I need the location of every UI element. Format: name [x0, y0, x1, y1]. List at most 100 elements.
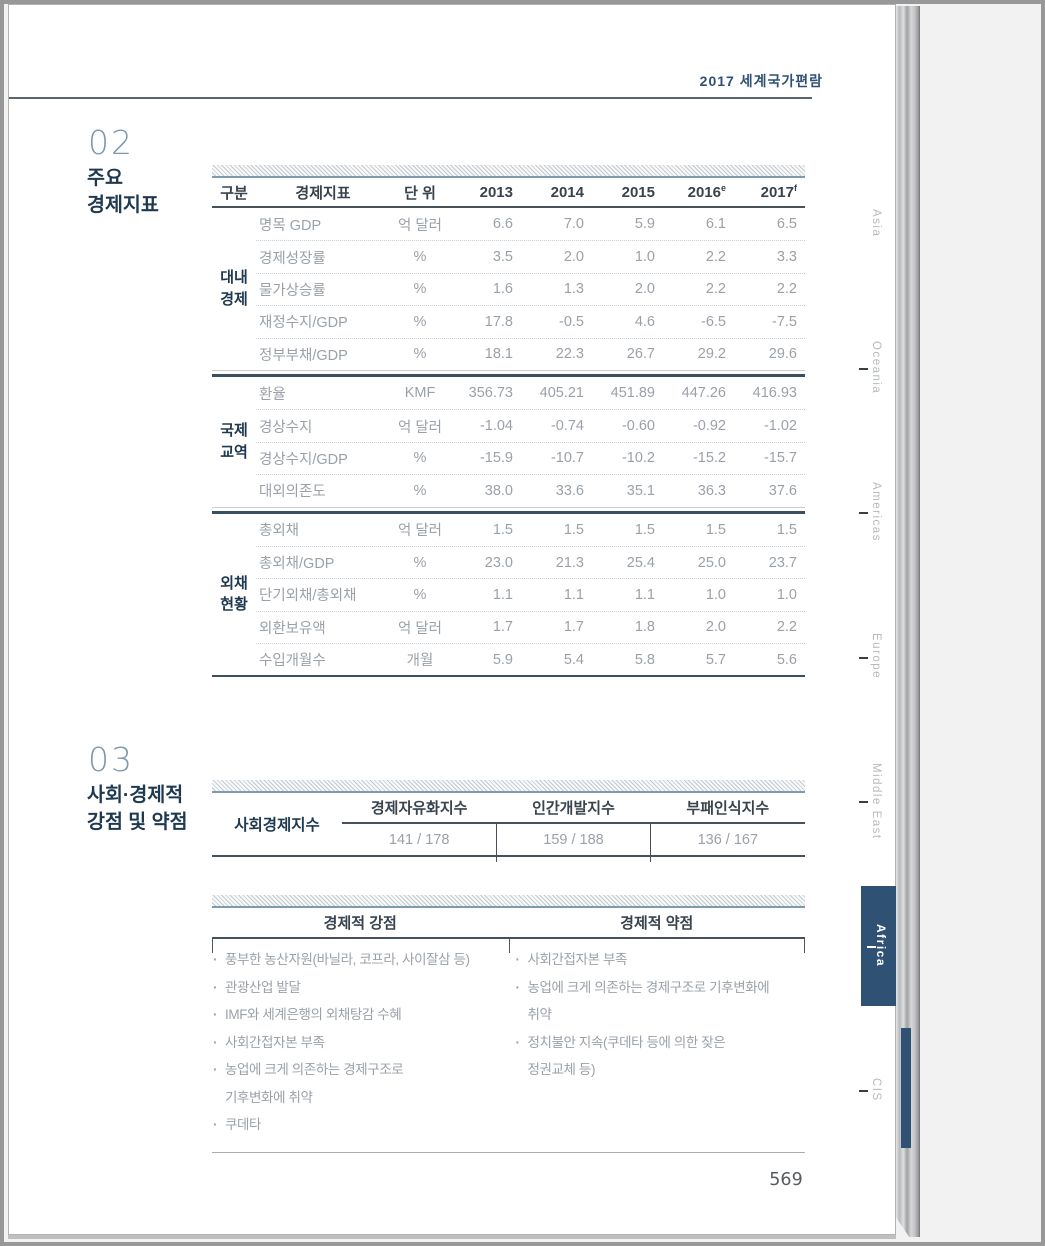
- year-column-header: 2017f: [760, 183, 797, 201]
- value-cell: -6.5: [701, 313, 726, 330]
- region-tab-label: Europe: [870, 633, 882, 680]
- value-cell: 1.3: [563, 281, 584, 298]
- indicator-group: 외채 현황 총외채 억 달러 1.5 1.5 1.5 1.5 1.5 총외채/GDP% 23.0 2…: [212, 514, 805, 676]
- value-cell: 17.8: [484, 313, 513, 330]
- econ-table-body: 대내 경제 명목 GDP 억 달러 6.6 7.0 5.9 6.1 6.5 경제성장률% 3.5 2…: [212, 208, 805, 675]
- value-cell: 451.89: [610, 385, 655, 402]
- value-cell: 447.26: [681, 385, 726, 402]
- indicator-cell: 대외의존도: [259, 484, 326, 501]
- column-divider: [650, 824, 651, 862]
- weaknesses-header: 경제적 약점: [620, 915, 694, 932]
- value-cell: 1.7: [492, 619, 513, 636]
- section-03-title: 사회·경제적 강점 및 약점: [87, 784, 188, 834]
- header-rule: [9, 97, 812, 99]
- value-cell: 33.6: [555, 482, 584, 499]
- indicator-group: 국제 교역 환율 KMF 356.73 405.21 451.89 447.26 416.93…: [212, 377, 805, 507]
- column-header: 구분: [220, 184, 248, 202]
- indicator-cell: 재정수지/GDP: [259, 315, 348, 332]
- table-bottom-rule: [212, 675, 805, 678]
- value-cell: 6.1: [705, 216, 726, 233]
- table-row: 경상수지/GDP% -15.9 -10.7 -10.2 -15.2 -15.7: [256, 441, 805, 474]
- value-cell: 7.0: [563, 216, 584, 233]
- hatch-band: [212, 780, 805, 793]
- indicator-cell: 경상수지: [259, 419, 313, 436]
- strength-item: 풍부한 농산자원(바닐라, 코프라, 사이잘삼 등): [212, 946, 503, 974]
- value-cell: -0.92: [692, 418, 726, 435]
- unit-cell: %: [413, 281, 427, 298]
- unit-cell: %: [413, 346, 427, 363]
- value-cell: 356.73: [468, 385, 513, 402]
- list-item-line: 관광산업 발달: [225, 979, 301, 995]
- weaknesses-list: 사회간접자본 부족농업에 크게 의존하는 경제구조로 기후변화에취약정치불안 지…: [515, 946, 806, 1139]
- table-row: 경상수지 억 달러 -1.04 -0.74 -0.60 -0.92 -1.02: [256, 409, 805, 441]
- index-column-header: 경제자유화지수: [342, 793, 497, 824]
- value-cell: 25.0: [697, 554, 726, 571]
- value-cell: 1.0: [705, 586, 726, 603]
- page: 2017 세계국가편람 02 주요 경제지표 구분 경제지표 단 위 2013 2…: [8, 4, 901, 1235]
- strengths-header: 경제적 강점: [323, 915, 397, 932]
- indicator-cell: 외환보유액: [259, 620, 326, 637]
- chapter-edge-strip: [901, 1028, 911, 1148]
- index-value-cell: 159 / 188: [543, 831, 604, 848]
- table-row: 물가상승률% 1.6 1.3 2.0 2.2 2.2: [256, 272, 805, 305]
- value-cell: 23.0: [484, 554, 513, 571]
- value-cell: 2.2: [705, 281, 726, 298]
- value-cell: -0.5: [559, 313, 584, 330]
- hatch-band: [212, 165, 805, 178]
- value-cell: 22.3: [555, 346, 584, 363]
- unit-cell: %: [413, 313, 427, 330]
- value-cell: 1.7: [563, 619, 584, 636]
- region-tab-label: Asia: [870, 208, 882, 238]
- value-cell: 3.5: [492, 249, 513, 266]
- indicator-cell: 환율: [259, 386, 286, 403]
- indicator-cell: 총외채/GDP: [259, 556, 335, 573]
- group-label: 국제 교역: [220, 421, 248, 461]
- indicator-cell: 물가상승률: [259, 282, 326, 299]
- column-header: 단 위: [404, 184, 436, 202]
- strength-item: 쿠데타: [212, 1111, 503, 1139]
- strength-item: IMF와 세계은행의 외채탕감 수혜: [212, 1001, 503, 1029]
- table-row: 환율 KMF 356.73 405.21 451.89 447.26 416.93: [256, 377, 805, 409]
- table-row: 정부부채/GDP% 18.1 22.3 26.7 29.2 29.6: [256, 337, 805, 370]
- list-item-line: 농업에 크게 의존하는 경제구조로: [225, 1062, 404, 1077]
- value-cell: 1.0: [776, 586, 797, 603]
- indicator-cell: 명목 GDP: [259, 217, 322, 234]
- column-header: 경제지표: [295, 184, 351, 202]
- region-tab-label: Oceania: [870, 340, 882, 395]
- value-cell: 1.1: [634, 586, 655, 603]
- value-cell: -1.02: [763, 418, 797, 435]
- value-cell: 37.6: [768, 482, 797, 499]
- sw-header-row: 경제적 강점 경제적 약점: [212, 908, 805, 953]
- unit-cell: %: [413, 249, 427, 266]
- value-cell: 5.9: [492, 651, 513, 668]
- region-tab-africa: Africa: [861, 885, 901, 1006]
- table-row: 총외채/GDP% 23.0 21.3 25.4 25.0 23.7: [256, 545, 805, 578]
- divider-tick: [508, 939, 510, 953]
- strengths-list: 풍부한 농산자원(바닐라, 코프라, 사이잘삼 등) 관광산업 발달 IMF와 세계…: [212, 946, 503, 1139]
- index-value-cell: 141 / 178: [388, 831, 450, 848]
- value-cell: 416.93: [752, 385, 797, 402]
- index-column-header: 부패인식지수: [650, 793, 805, 824]
- list-item-line: IMF와 세계은행의 외채탕감 수혜: [225, 1007, 402, 1022]
- unit-cell: 억 달러: [397, 217, 443, 234]
- value-cell: 2.0: [705, 619, 726, 636]
- value-cell: 1.6: [492, 281, 513, 298]
- value-cell: 2.2: [705, 249, 726, 266]
- list-item-line: 정권교체 등): [527, 1062, 596, 1077]
- indices-row-label: 사회경제지수: [234, 817, 320, 834]
- value-cell: 5.4: [563, 651, 584, 668]
- index-value-cell: 136 / 167: [697, 831, 759, 848]
- list-item-line: 농업에 크게 의존하는 경제구조로 기후변화에: [527, 979, 770, 995]
- group-rows: 환율 KMF 356.73 405.21 451.89 447.26 416.93 경상수지 억…: [256, 377, 805, 507]
- indicator-cell: 수입개월수: [259, 653, 326, 670]
- strength-item: 관광산업 발달: [212, 974, 503, 1002]
- section-02-title: 주요 경제지표: [87, 167, 159, 217]
- indicator-cell: 경제성장률: [259, 250, 326, 267]
- value-cell: 1.5: [776, 521, 797, 538]
- indicator-group: 대내 경제 명목 GDP 억 달러 6.6 7.0 5.9 6.1 6.5 경제성장률% 3.5 2…: [212, 208, 805, 370]
- value-cell: 36.3: [697, 482, 726, 499]
- table-row: 재정수지/GDP% 17.8 -0.5 4.6 -6.5 -7.5: [256, 305, 805, 337]
- indicator-cell: 단기외채/총외채: [259, 588, 357, 605]
- region-tab-asia: Asia: [855, 148, 897, 298]
